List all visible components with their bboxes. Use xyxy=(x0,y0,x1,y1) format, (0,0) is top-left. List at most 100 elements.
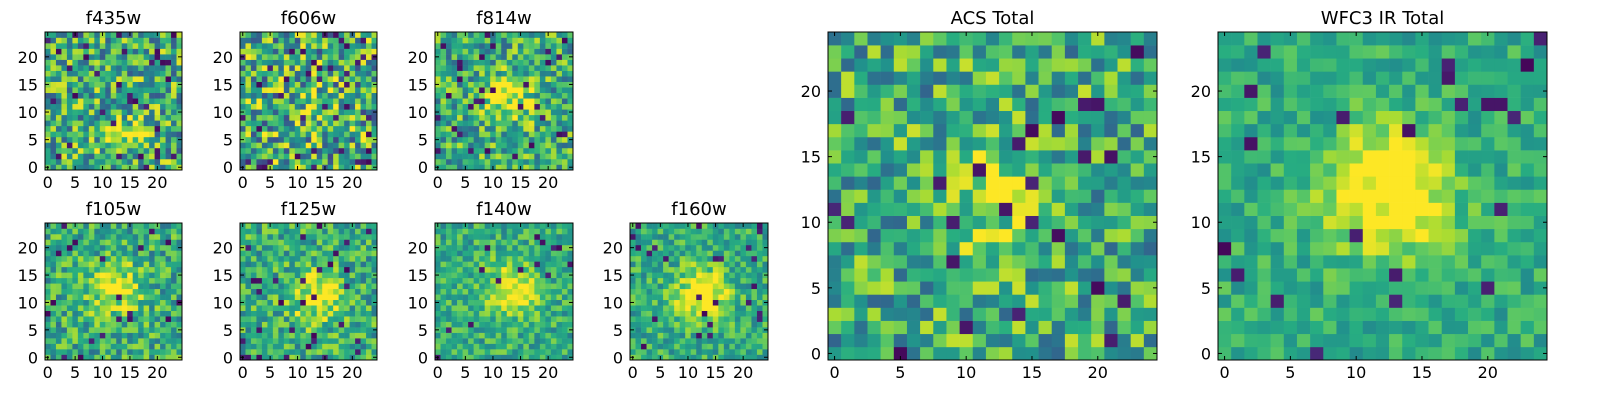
heatmap-cell xyxy=(556,233,563,240)
heatmap-cell xyxy=(523,338,530,344)
heatmap-cell xyxy=(1038,281,1053,295)
heatmap-cell xyxy=(333,125,339,132)
heatmap-cell xyxy=(55,332,62,339)
heatmap-cell xyxy=(366,109,372,116)
heatmap-cell xyxy=(630,305,636,311)
heatmap-cell xyxy=(1064,215,1079,230)
heatmap-cell xyxy=(127,305,133,311)
heatmap-cell xyxy=(1038,150,1053,164)
heatmap-cell xyxy=(327,277,334,284)
heatmap-cell xyxy=(1104,241,1118,256)
heatmap-cell xyxy=(451,250,458,257)
heatmap-cell xyxy=(512,136,519,143)
heatmap-cell xyxy=(272,327,279,333)
heatmap-cell xyxy=(630,233,636,240)
heatmap-cell xyxy=(550,266,557,273)
heatmap-cell xyxy=(462,120,469,127)
heatmap-cell xyxy=(501,43,508,49)
heatmap-cell xyxy=(72,250,79,257)
heatmap-cell xyxy=(740,244,747,251)
heatmap-cell xyxy=(283,343,290,350)
heatmap-cell xyxy=(322,294,328,301)
heatmap-cell xyxy=(45,37,51,44)
heatmap-cell xyxy=(561,109,568,116)
heatmap-cell xyxy=(261,233,268,240)
heatmap-cell xyxy=(72,103,79,110)
heatmap-cell xyxy=(83,114,90,121)
heatmap-cell xyxy=(272,223,279,229)
heatmap-cell xyxy=(495,142,502,149)
heatmap-cell xyxy=(528,87,535,94)
heatmap-cell xyxy=(256,310,263,317)
heatmap-cell xyxy=(338,136,345,143)
heatmap-cell xyxy=(479,255,485,262)
heatmap-cell xyxy=(712,288,719,295)
heatmap-cell xyxy=(344,233,350,240)
heatmap-cell xyxy=(105,81,112,88)
heatmap-cell xyxy=(556,239,563,246)
heatmap-cell xyxy=(528,32,535,38)
heatmap-cell xyxy=(446,43,452,49)
heatmap-cell xyxy=(479,48,485,55)
heatmap-cell xyxy=(327,103,334,110)
heatmap-cell xyxy=(176,288,183,295)
heatmap-cell xyxy=(289,32,296,38)
heatmap-cell xyxy=(457,164,463,171)
heatmap-cell xyxy=(1025,189,1039,203)
heatmap-cell xyxy=(171,158,177,165)
x-tick-label: 0 xyxy=(433,363,443,382)
heatmap-cell xyxy=(278,81,285,88)
heatmap-cell xyxy=(283,43,290,49)
heatmap-cell xyxy=(165,87,172,94)
heatmap-cell xyxy=(663,244,669,251)
heatmap-cell xyxy=(61,153,68,160)
heatmap-cell xyxy=(435,43,441,49)
heatmap-cell xyxy=(371,92,378,99)
heatmap-cell xyxy=(176,250,183,257)
heatmap-cell xyxy=(132,299,139,306)
heatmap-cell xyxy=(534,332,541,339)
heatmap-cell xyxy=(985,268,1000,282)
heatmap-cell xyxy=(1130,268,1145,282)
heatmap-cell xyxy=(94,283,101,290)
heatmap-cell xyxy=(88,114,95,121)
heatmap-cell xyxy=(250,338,257,344)
heatmap-cell xyxy=(256,223,263,229)
heatmap-cell xyxy=(165,327,172,333)
heatmap-cell xyxy=(311,136,318,143)
heatmap-cell xyxy=(718,228,725,235)
heatmap-cell xyxy=(867,189,881,203)
heatmap-cell xyxy=(646,327,653,333)
heatmap-cell xyxy=(305,266,312,273)
heatmap-cell xyxy=(327,283,334,290)
heatmap-cell xyxy=(305,76,312,82)
heatmap-cell xyxy=(45,48,51,55)
heatmap-cell xyxy=(278,65,285,71)
heatmap-cell xyxy=(50,76,57,82)
heatmap-cell xyxy=(66,114,73,121)
heatmap-cell xyxy=(545,288,552,295)
heatmap-cell xyxy=(333,338,339,344)
heatmap-cell xyxy=(245,54,252,60)
heatmap-cell xyxy=(712,228,719,235)
heatmap-cell xyxy=(250,316,257,322)
heatmap-cell xyxy=(121,65,128,71)
heatmap-cell xyxy=(959,294,974,308)
heatmap-cell xyxy=(512,81,519,88)
heatmap-cell xyxy=(539,266,546,273)
heatmap-cell xyxy=(105,87,112,94)
heatmap-cell xyxy=(45,43,51,49)
heatmap-cell xyxy=(517,233,524,240)
heatmap-cell xyxy=(490,103,497,110)
heatmap-cell xyxy=(646,294,653,301)
heatmap-cell xyxy=(1143,189,1158,203)
heatmap-cell xyxy=(646,321,653,328)
heatmap-cell xyxy=(718,338,725,344)
heatmap-cell xyxy=(289,87,296,94)
heatmap-cell xyxy=(149,114,155,121)
heatmap-cell xyxy=(545,142,552,149)
heatmap-cell xyxy=(501,305,508,311)
heatmap-cell xyxy=(567,32,574,38)
heatmap-cell xyxy=(333,120,339,127)
heatmap-cell xyxy=(289,147,296,154)
